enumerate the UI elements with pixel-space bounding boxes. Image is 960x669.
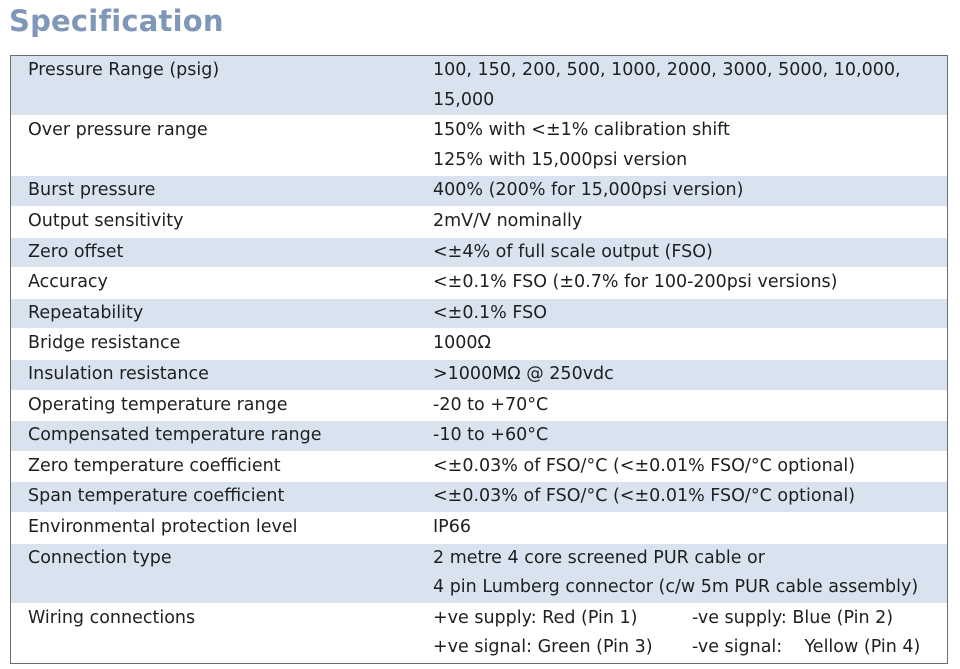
spec-value: 2 metre 4 core screened PUR cable or 4 p… — [417, 544, 947, 603]
spec-row-environmental-protection: Environmental protection level IP66 — [11, 513, 947, 544]
spec-value-line: 150% with <±1% calibration shift — [433, 120, 730, 141]
spec-value: <±0.1% FSO — [417, 299, 947, 329]
spec-label: Operating temperature range — [28, 394, 288, 415]
spec-label: Environmental protection level — [28, 516, 298, 537]
spec-value-line: <±0.1% FSO — [433, 302, 547, 323]
spec-row-span-temperature-coefficient: Span temperature coefficient <±0.03% of … — [11, 482, 947, 513]
spec-value-line: <±0.03% of FSO/°C (<±0.01% FSO/°C option… — [433, 486, 856, 507]
spec-value: <±0.1% FSO (±0.7% for 100-200psi version… — [417, 268, 947, 298]
spec-row-output-sensitivity: Output sensitivity 2mV/V nominally — [11, 207, 947, 238]
spec-value: <±0.03% of FSO/°C (<±0.01% FSO/°C option… — [417, 452, 947, 482]
spec-row-bridge-resistance: Bridge resistance 1000Ω — [11, 329, 947, 360]
spec-value: IP66 — [417, 513, 947, 543]
spec-value-line: IP66 — [433, 516, 471, 537]
spec-label: Accuracy — [28, 272, 108, 293]
spec-row-connection-type: Connection type 2 metre 4 core screened … — [11, 543, 947, 604]
spec-row-accuracy: Accuracy <±0.1% FSO (±0.7% for 100-200ps… — [11, 268, 947, 299]
spec-value: <±4% of full scale output (FSO) — [417, 238, 947, 268]
spec-row-zero-offset: Zero offset <±4% of full scale output (F… — [11, 237, 947, 269]
spec-value: 2mV/V nominally — [417, 207, 947, 237]
spec-row-burst-pressure: Burst pressure 400% (200% for 15,000psi … — [11, 176, 947, 207]
spec-value-line: >1000MΩ @ 250vdc — [433, 363, 614, 384]
spec-value-line: 100, 150, 200, 500, 1000, 2000, 3000, 50… — [433, 60, 901, 80]
spec-value-line: 125% with 15,000psi version — [433, 149, 688, 170]
spec-label: Zero temperature coefficient — [28, 455, 281, 476]
spec-label: Wiring connections — [28, 607, 196, 628]
spec-label: Zero offset — [28, 241, 124, 262]
spec-label: Over pressure range — [28, 120, 208, 141]
spec-value-line: <±4% of full scale output (FSO) — [433, 241, 713, 262]
spec-value-line: 400% (200% for 15,000psi version) — [433, 180, 744, 201]
wiring-cell: +ve signal: Green (Pin 3) — [433, 637, 653, 658]
wiring-cell: -ve supply: Blue (Pin 2) — [692, 607, 894, 628]
spec-label: Span temperature coefficient — [28, 486, 285, 507]
specification-table: Pressure Range (psig) 100, 150, 200, 500… — [10, 55, 948, 664]
spec-value: -10 to +60°C — [417, 421, 947, 451]
wiring-grid: +ve supply: Red (Pin 1) -ve supply: Blue… — [417, 604, 947, 663]
spec-row-insulation-resistance: Insulation resistance >1000MΩ @ 250vdc — [11, 359, 947, 391]
spec-row-over-pressure: Over pressure range 150% with <±1% calib… — [11, 116, 947, 177]
spec-value: -20 to +70°C — [417, 391, 947, 421]
spec-value-line: 2mV/V nominally — [433, 210, 583, 231]
wiring-cell: -ve signal: Yellow (Pin 4) — [692, 637, 921, 658]
spec-value-line: <±0.03% of FSO/°C (<±0.01% FSO/°C option… — [433, 455, 856, 476]
spec-label: Compensated temperature range — [28, 425, 322, 446]
spec-value: >1000MΩ @ 250vdc — [417, 360, 947, 390]
spec-value: <±0.03% of FSO/°C (<±0.01% FSO/°C option… — [417, 482, 947, 512]
spec-row-compensated-temperature: Compensated temperature range -10 to +60… — [11, 421, 947, 452]
spec-value: 400% (200% for 15,000psi version) — [417, 176, 947, 206]
spec-label: Bridge resistance — [28, 333, 181, 354]
spec-label: Connection type — [28, 547, 172, 568]
spec-row-zero-temperature-coefficient: Zero temperature coefficient <±0.03% of … — [11, 452, 947, 483]
spec-value-line: 2 metre 4 core screened PUR cable or — [433, 547, 765, 568]
spec-value: 100, 150, 200, 500, 1000, 2000, 3000, 50… — [417, 56, 947, 115]
spec-row-pressure-range: Pressure Range (psig) 100, 150, 200, 500… — [11, 56, 947, 117]
spec-row-wiring-connections: Wiring connections +ve supply: Red (Pin … — [11, 604, 947, 663]
spec-label: Repeatability — [28, 302, 144, 323]
spec-value: 150% with <±1% calibration shift 125% wi… — [417, 116, 947, 175]
spec-value-line: -10 to +60°C — [433, 425, 549, 446]
spec-value: 1000Ω — [417, 329, 947, 359]
spec-label: Output sensitivity — [28, 210, 184, 231]
spec-row-repeatability: Repeatability <±0.1% FSO — [11, 298, 947, 330]
spec-label: Pressure Range (psig) — [28, 60, 220, 80]
wiring-cell: +ve supply: Red (Pin 1) — [433, 607, 638, 628]
spec-label: Insulation resistance — [28, 363, 209, 384]
page-title: Specification — [9, 4, 224, 38]
spec-row-operating-temperature: Operating temperature range -20 to +70°C — [11, 391, 947, 422]
spec-value-line: -20 to +70°C — [433, 394, 549, 415]
spec-value-line: 15,000 — [433, 89, 495, 110]
spec-label: Burst pressure — [28, 180, 156, 201]
spec-value-line: 1000Ω — [433, 333, 491, 354]
spec-value-line: <±0.1% FSO (±0.7% for 100-200psi version… — [433, 272, 838, 293]
spec-value-line: 4 pin Lumberg connector (c/w 5m PUR cabl… — [433, 577, 919, 598]
